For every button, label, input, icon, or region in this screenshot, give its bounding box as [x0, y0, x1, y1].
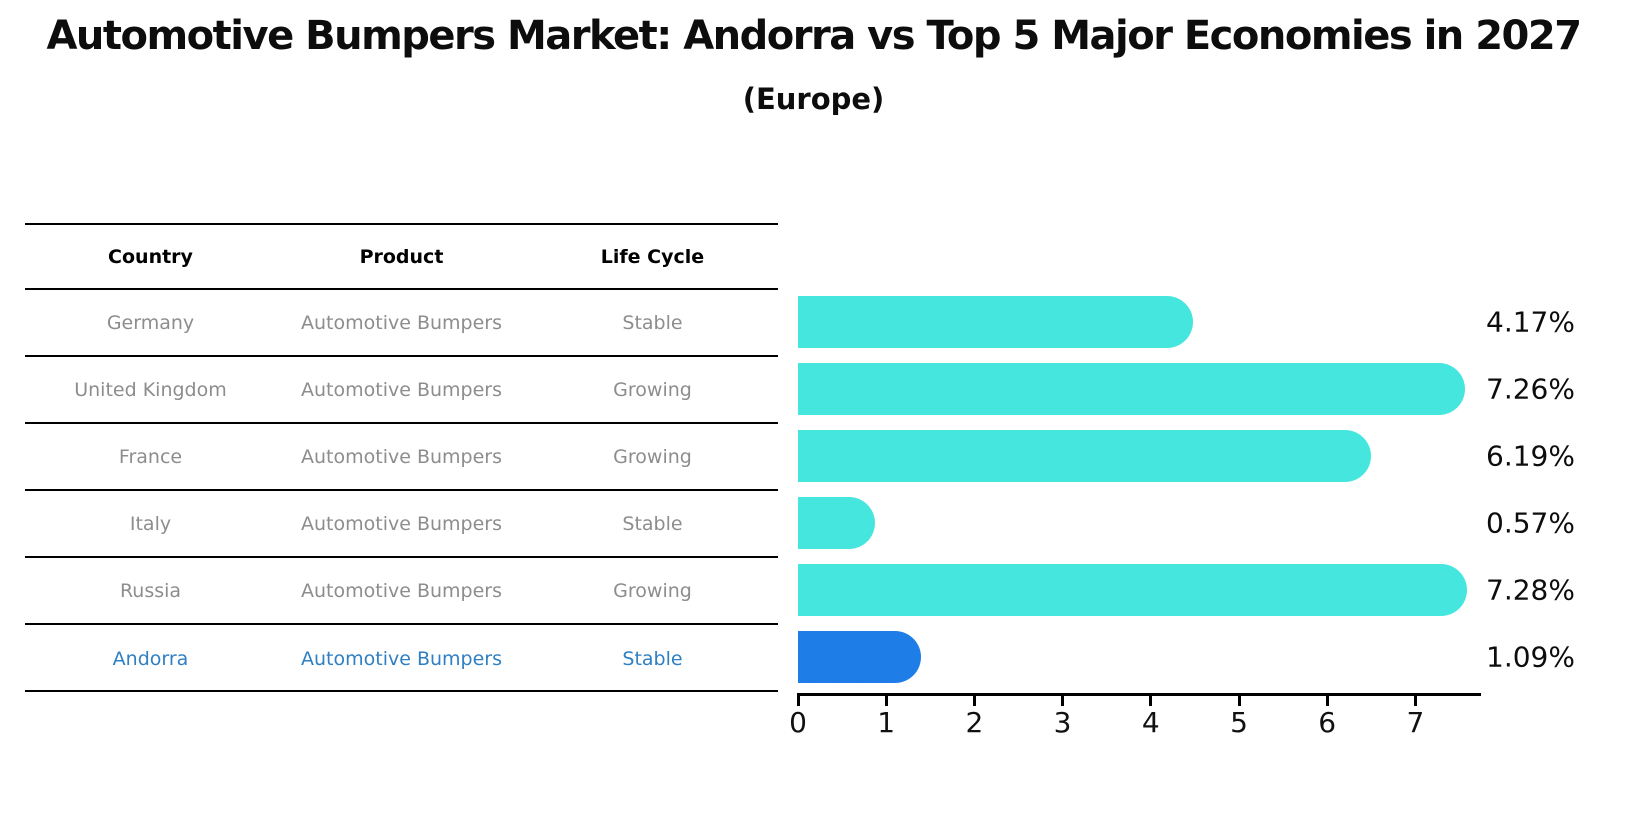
- page-title: Automotive Bumpers Market: Andorra vs To…: [46, 13, 1582, 59]
- life-cycle-cell: Stable: [622, 512, 683, 535]
- column-header-product: Product: [359, 245, 444, 268]
- life-cycle-cell: Growing: [613, 445, 692, 468]
- country-cell: France: [118, 445, 183, 468]
- value-label-russia: 7.28%: [1486, 573, 1575, 606]
- life-cycle-cell: Growing: [613, 378, 692, 401]
- x-tick-label-2: 2: [965, 706, 984, 739]
- bar-france: [798, 429, 1371, 482]
- table-header-row: Country Product Life Cycle: [25, 225, 778, 290]
- x-tick-mark-4: [1149, 695, 1153, 706]
- column-header-life-cycle: Life Cycle: [600, 245, 705, 268]
- bar-andorra: [798, 630, 922, 683]
- table-row-united-kingdom: United Kingdom Automotive Bumpers Growing: [25, 357, 778, 424]
- bar-italy: [798, 496, 876, 549]
- x-axis-line: [797, 693, 1481, 696]
- x-tick-mark-1: [884, 695, 888, 706]
- table-row-andorra: Andorra Automotive Bumpers Stable: [25, 625, 778, 692]
- bar-germany: [798, 295, 1193, 348]
- table-row-france: France Automotive Bumpers Growing: [25, 424, 778, 491]
- product-cell: Automotive Bumpers: [301, 445, 502, 468]
- value-label-germany: 4.17%: [1486, 305, 1575, 338]
- x-tick-label-6: 6: [1318, 706, 1337, 739]
- table-row-germany: Germany Automotive Bumpers Stable: [25, 290, 778, 357]
- x-tick-mark-6: [1325, 695, 1329, 706]
- x-tick-label-7: 7: [1406, 706, 1425, 739]
- product-cell: Automotive Bumpers: [301, 647, 502, 670]
- column-header-country: Country: [108, 245, 193, 268]
- country-cell: United Kingdom: [74, 378, 227, 401]
- product-cell: Automotive Bumpers: [301, 512, 502, 535]
- product-cell: Automotive Bumpers: [301, 311, 502, 334]
- x-tick-mark-5: [1237, 695, 1241, 706]
- value-label-united-kingdom: 7.26%: [1486, 372, 1575, 405]
- x-tick-mark-0: [796, 695, 800, 706]
- value-label-italy: 0.57%: [1486, 506, 1575, 539]
- bar-united-kingdom: [798, 362, 1466, 415]
- value-label-france: 6.19%: [1486, 439, 1575, 472]
- summary-table: Country Product Life Cycle Germany Automo…: [25, 223, 778, 692]
- country-cell: Germany: [106, 311, 195, 334]
- x-tick-mark-3: [1061, 695, 1065, 706]
- x-tick-label-1: 1: [877, 706, 896, 739]
- x-tick-mark-2: [972, 695, 976, 706]
- table-row-italy: Italy Automotive Bumpers Stable: [25, 491, 778, 558]
- table-row-russia: Russia Automotive Bumpers Growing: [25, 558, 778, 625]
- x-tick-label-4: 4: [1141, 706, 1160, 739]
- x-tick-label-3: 3: [1053, 706, 1072, 739]
- life-cycle-cell: Growing: [613, 579, 692, 602]
- x-tick-mark-7: [1413, 695, 1417, 706]
- country-cell: Russia: [119, 579, 182, 602]
- x-tick-label-0: 0: [789, 706, 807, 739]
- table-body: Germany Automotive Bumpers Stable United Ki…: [25, 290, 778, 692]
- x-tick-label-5: 5: [1230, 706, 1248, 739]
- product-cell: Automotive Bumpers: [301, 579, 502, 602]
- country-cell: Italy: [129, 512, 172, 535]
- bar-russia: [798, 563, 1468, 616]
- life-cycle-cell: Stable: [622, 311, 683, 334]
- country-cell: Andorra: [112, 647, 189, 670]
- page-subtitle: (Europe): [742, 82, 885, 116]
- life-cycle-cell: Stable: [622, 647, 683, 670]
- value-label-andorra: 1.09%: [1486, 640, 1575, 673]
- product-cell: Automotive Bumpers: [301, 378, 502, 401]
